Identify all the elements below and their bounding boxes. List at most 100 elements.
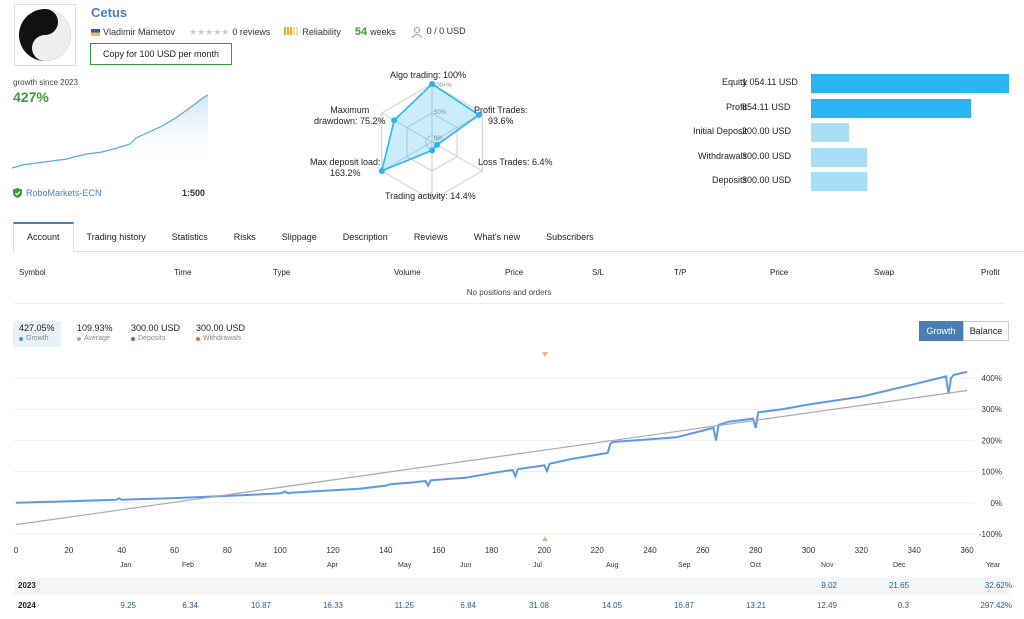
signal-title[interactable]: Cetus: [91, 5, 128, 20]
tab-risks[interactable]: Risks: [233, 232, 256, 242]
balance-toggle-button[interactable]: Balance: [963, 321, 1009, 341]
author[interactable]: Vladimir Mametov: [91, 27, 175, 37]
growth-toggle-button[interactable]: Growth: [919, 321, 963, 341]
stat-bar: [811, 98, 972, 118]
deposit-marker: [542, 536, 548, 541]
stat-row-deposits: Deposits 300.00 USD: [620, 172, 1024, 191]
legend-label: Deposits: [138, 335, 166, 342]
subscribers-value: 0 / 0 USD: [426, 26, 466, 37]
stat-name: Initial Deposit: [692, 126, 747, 136]
legend-label-row: Growth: [19, 335, 55, 342]
legend-label: Average: [84, 335, 110, 342]
stat-bar: [811, 123, 849, 142]
x-tick-label: 100: [273, 546, 287, 555]
positions-col-t-p: T/P: [674, 268, 687, 277]
reliability[interactable]: Reliability: [284, 27, 341, 38]
radar-label-max-deposit-load: Max deposit load: 163.2%: [310, 157, 381, 178]
x-tick-label: 360: [960, 546, 974, 555]
growth-label: growth since 2023: [13, 78, 78, 87]
month-value: 14.05: [601, 601, 622, 610]
tab-description[interactable]: Description: [342, 232, 388, 242]
month-value: 6.34: [182, 601, 198, 610]
monthly-header: Jan Feb Mar Apr May Jun Jul Aug Sep Oct Nov Dec Year: [0, 562, 1024, 574]
month-value: 9.02: [821, 581, 837, 590]
x-tick-label: 220: [590, 546, 604, 555]
tab-subscribers[interactable]: Subscribers: [546, 232, 594, 242]
legend-item-withdrawals[interactable]: 300.00 USD Withdrawals: [190, 321, 251, 347]
year-row-2023: 2023 9.02 21.65 32.62%: [14, 577, 1012, 595]
x-tick-label: 20: [64, 546, 73, 555]
legend-value: 427.05%: [19, 323, 55, 333]
growth-chart: 400% 300% 200% 100% 0% -100% 0 20 40 60 80 100 120 14…: [14, 352, 1002, 555]
radar-label-trading-activity: Trading activity: 14.4%: [385, 191, 476, 201]
legend-label: Withdrawals: [203, 335, 242, 342]
stat-value: 1 054.11 USD: [742, 77, 798, 87]
broker-name: RoboMarkets-ECN: [26, 188, 102, 198]
divider: [14, 303, 1004, 304]
stat-value: 300.00 USD: [742, 175, 792, 185]
avatar[interactable]: [14, 4, 76, 66]
positions-header: Symbol Time Type Volume Price S/L T/P Price Swap…: [14, 268, 1004, 280]
stat-name: Withdrawals: [697, 150, 747, 161]
copy-button[interactable]: Copy for 100 USD per month: [90, 43, 232, 65]
x-tick-label: 300: [802, 546, 816, 555]
month-col-dec: Dec: [893, 562, 906, 569]
y-tick-label: -100%: [979, 530, 1002, 539]
positions-col-profit: Profit: [981, 268, 1000, 277]
series-growth: [15, 370, 968, 504]
growth-value: 427%: [13, 89, 49, 105]
radar-point: [434, 141, 441, 148]
positions-col-symbol: Symbol: [19, 268, 46, 277]
tab-what-s-new[interactable]: What's new: [473, 232, 521, 242]
legend-value: 109.93%: [77, 323, 113, 333]
x-tick-label: 340: [907, 546, 921, 555]
weeks-label: weeks: [370, 27, 396, 37]
tab-account[interactable]: Account: [13, 222, 74, 252]
x-tick-label: 260: [696, 546, 710, 555]
radar-area: [380, 82, 481, 173]
month-value: 297.42%: [980, 601, 1012, 610]
radar-point: [391, 117, 398, 124]
tab-slippage[interactable]: Slippage: [281, 232, 317, 242]
month-value: 6.84: [460, 601, 476, 610]
tab-statistics[interactable]: Statistics: [171, 232, 208, 242]
positions-col-swap: Swap: [874, 268, 895, 277]
month-value: 12.49: [816, 601, 837, 610]
month-col-oct: Oct: [750, 562, 761, 569]
x-tick-label: 120: [326, 546, 340, 555]
legend-item-deposits[interactable]: 300.00 USD Deposits: [125, 321, 186, 347]
radar-point: [429, 81, 435, 87]
legend-dot: [131, 336, 135, 341]
stat-name: Deposits: [711, 175, 747, 185]
legend-dot: [196, 336, 200, 341]
shield-check-icon: [13, 188, 22, 198]
legend-dot: [19, 336, 23, 341]
legend-dot: [77, 336, 81, 341]
legend-item-average[interactable]: 109.93% Average: [71, 321, 119, 347]
tab-reviews[interactable]: Reviews: [413, 232, 448, 242]
tab-trading-history[interactable]: Trading history: [86, 232, 146, 242]
positions-empty: No positions and orders: [466, 288, 552, 297]
reviews[interactable]: ★★★★★ 0 reviews: [189, 27, 270, 38]
legend-label-row: Average: [77, 335, 113, 342]
subscribers-icon: [411, 26, 423, 38]
month-value: 32.62%: [984, 581, 1012, 590]
radar-axis: [431, 141, 483, 172]
x-tick-label: 140: [379, 546, 393, 555]
positions-col-price: Price: [770, 268, 789, 277]
positions-col-volume: Volume: [394, 268, 421, 277]
year-label: 2023: [18, 581, 36, 590]
month-col-aug: Aug: [606, 562, 619, 569]
radar-chart: Algo trading: 100% Profit Trades: 93.6% …: [300, 62, 580, 210]
radar-axis: [381, 141, 433, 172]
positions-col-time: Time: [174, 268, 192, 277]
month-value: 13.21: [745, 601, 766, 610]
legend-item-growth[interactable]: 427.05% Growth: [13, 321, 61, 347]
broker[interactable]: RoboMarkets-ECN: [13, 188, 102, 198]
radar-scale-0: 0%: [434, 136, 443, 142]
radar-label-profit-trades: Profit Trades: 93.6%: [474, 105, 528, 126]
author-name: Vladimir Mametov: [103, 27, 176, 37]
subscribers-info: 0 / 0 USD: [410, 26, 466, 38]
radar-label-loss-trades: Loss Trades: 6.4%: [478, 157, 553, 167]
positions-col-s-l: S/L: [592, 268, 605, 277]
